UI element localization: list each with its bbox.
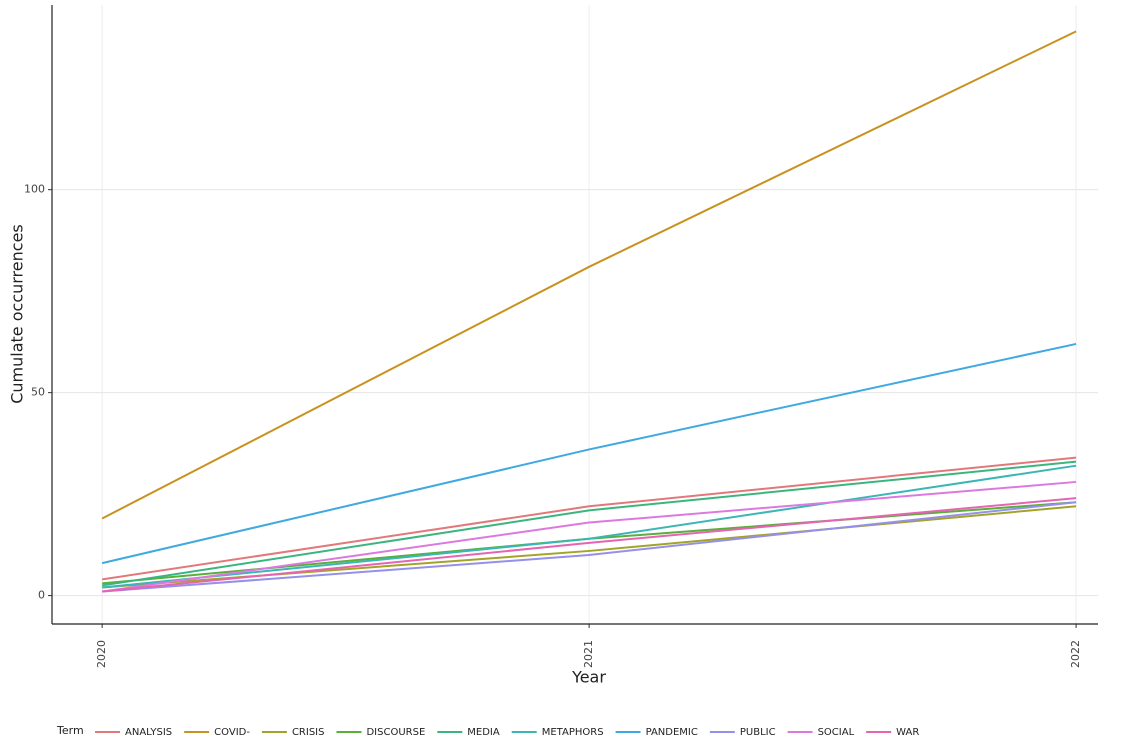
legend-label: CRISIS bbox=[292, 727, 325, 738]
y-tick-label: 0 bbox=[38, 589, 45, 602]
legend-label: MEDIA bbox=[467, 727, 500, 738]
legend-label: ANALYSIS bbox=[125, 727, 172, 738]
y-tick-label: 100 bbox=[24, 183, 45, 196]
legend-label: WAR bbox=[896, 727, 919, 738]
line-series bbox=[102, 460, 1077, 587]
line-series bbox=[101, 342, 1077, 565]
legend-label: PUBLIC bbox=[740, 727, 776, 738]
x-tick-label: 2022 bbox=[1069, 640, 1082, 668]
line-series bbox=[102, 464, 1077, 589]
line-series bbox=[102, 497, 1077, 593]
y-axis-title: Cumulate occurrences bbox=[8, 224, 27, 404]
legend-label: COVID- bbox=[214, 727, 250, 738]
legend-label: DISCOURSE bbox=[366, 727, 425, 738]
legend-title: Term bbox=[56, 724, 84, 737]
x-tick-label: 2021 bbox=[582, 640, 595, 668]
legend-label: SOCIAL bbox=[818, 727, 855, 738]
y-tick-label: 50 bbox=[31, 386, 45, 399]
x-axis-title: Year bbox=[571, 668, 606, 687]
line-series bbox=[101, 30, 1077, 520]
line-series bbox=[102, 456, 1077, 581]
x-tick-label: 2020 bbox=[95, 640, 108, 668]
line-series bbox=[102, 501, 1077, 593]
legend-label: PANDEMIC bbox=[646, 727, 698, 738]
line-series bbox=[102, 480, 1077, 593]
legend-label: METAPHORS bbox=[542, 727, 604, 738]
